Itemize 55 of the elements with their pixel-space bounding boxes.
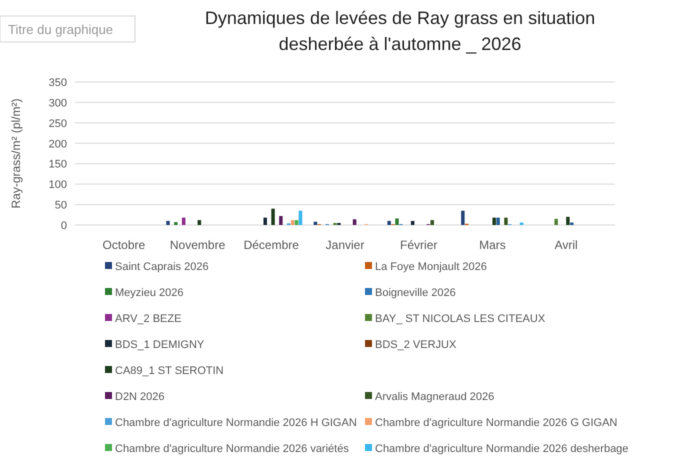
legend-label: Chambre d'agriculture Normandie 2026 G GIGAN (375, 417, 618, 429)
legend-label: D2N 2026 (115, 391, 165, 403)
legend-label: La Foye Monjault 2026 (375, 261, 487, 273)
bar (504, 218, 508, 225)
legend-label: BDS_2 VERJUX (375, 339, 457, 351)
legend-label: Chambre d'agriculture Normandie 2026 H GIGAN (115, 417, 357, 429)
text: Titre du graphique (8, 22, 114, 37)
y-tick-label: 100 (48, 179, 67, 192)
bar (298, 210, 302, 225)
y-tick-label: 150 (48, 158, 67, 171)
y-tick-label: 50 (54, 200, 67, 212)
bar (271, 208, 275, 225)
legend-label: Chambre d'agriculture Normandie 2026 desherbage (375, 443, 628, 455)
bar (294, 220, 298, 225)
x-tick-label: Avril (554, 238, 578, 252)
legend-label: BAY_ ST NICOLAS LES CITEAUX (375, 313, 546, 325)
y-tick-label: 250 (48, 118, 67, 130)
x-tick-label: Décembre (244, 238, 300, 252)
x-tick-label: Octobre (102, 238, 146, 252)
bar (461, 210, 465, 225)
y-tick-label: 300 (48, 97, 67, 110)
bar (279, 216, 283, 225)
legend-label: CA89_1 ST SEROTIN (115, 365, 224, 377)
legend-label: Meyzieu 2026 (115, 287, 184, 299)
x-tick-label: Novembre (170, 238, 226, 252)
x-tick-label: Janvier (326, 238, 364, 252)
x-tick-label: Mars (479, 238, 506, 252)
bar (395, 218, 399, 225)
bar (496, 218, 500, 225)
legend-label: Boigneville 2026 (375, 287, 456, 299)
x-tick-label: Février (400, 238, 438, 252)
bar (314, 222, 318, 225)
y-tick-label: 200 (48, 138, 67, 150)
bar (166, 220, 170, 225)
y-tick-label: 0 (60, 220, 67, 232)
legend-label: Arvalis Magneraud 2026 (375, 391, 494, 403)
bar (198, 220, 202, 225)
bar (182, 218, 186, 225)
bar (492, 218, 496, 225)
legend-label: Chambre d'agriculture Normandie 2026 variétés (115, 443, 350, 455)
bar (566, 216, 570, 225)
y-axis-title: Ray-grass/m² (pl/m²) (9, 98, 23, 208)
bar (352, 219, 356, 225)
y-tick-label: 350 (48, 77, 67, 89)
bar (174, 222, 178, 225)
bar (290, 220, 294, 225)
bar (410, 220, 414, 225)
legend-label: BDS_1 DEMIGNY (115, 339, 205, 351)
bar (387, 220, 391, 225)
legend-label: Saint Caprais 2026 (115, 261, 209, 273)
legend-label: ARV_2 BEZE (115, 313, 182, 325)
bar (430, 220, 434, 225)
chart-title: Dynamiques de levées de Ray grass en situation desherbée à l'automne _ 2026 (204, 8, 596, 54)
bar (263, 218, 267, 225)
bar (554, 218, 558, 225)
